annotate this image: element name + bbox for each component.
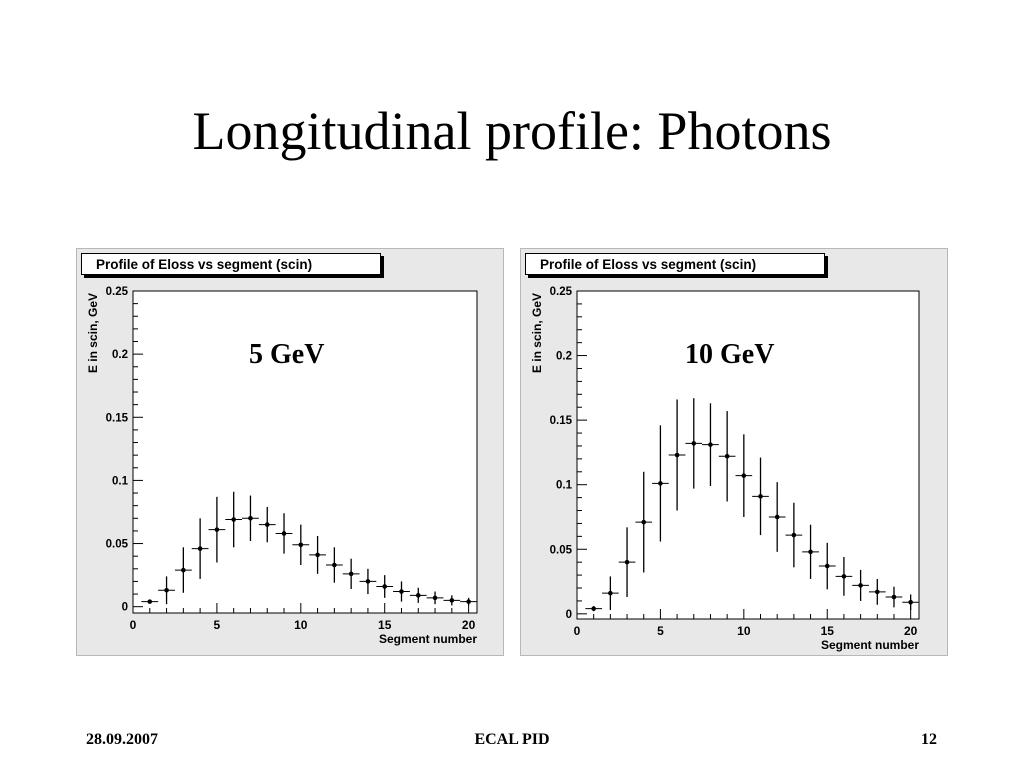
data-point [147, 599, 153, 604]
y-tick-label: 0.2 [556, 351, 572, 363]
data-point [382, 584, 388, 589]
x-tick-label: 5 [214, 618, 221, 632]
data-point [724, 453, 730, 459]
data-point [264, 522, 270, 527]
y-tick-label: 0.05 [550, 544, 573, 556]
x-axis-label: Segment number [821, 638, 919, 652]
data-point [641, 519, 647, 525]
data-point [874, 589, 880, 595]
data-point [758, 494, 763, 499]
x-axis-label: Segment number [379, 632, 477, 646]
data-point [824, 563, 830, 569]
data-point [741, 473, 747, 478]
x-tick-label: 15 [378, 618, 392, 632]
data-point [791, 532, 797, 538]
data-point [197, 546, 203, 551]
energy-label: 10 GeV [685, 339, 775, 370]
footer-date: 28.09.2007 [86, 731, 158, 748]
data-point [399, 589, 404, 594]
y-tick-label: 0.05 [106, 539, 129, 551]
data-point [858, 583, 863, 588]
y-tick-label: 0.25 [106, 286, 129, 298]
data-point [315, 552, 320, 558]
footer-page-number: 12 [921, 731, 937, 748]
data-point [608, 590, 613, 596]
y-axis-label: E in scin, GeV [530, 293, 544, 373]
data-point [415, 593, 421, 598]
data-point [432, 595, 438, 601]
data-point [674, 452, 680, 458]
x-tick-label: 15 [821, 624, 835, 638]
y-tick-label: 0.1 [112, 475, 129, 487]
data-point [891, 594, 897, 600]
data-point [214, 527, 220, 532]
data-point [466, 599, 471, 604]
x-tick-label: 10 [737, 624, 751, 638]
plot-title-box: Profile of Eloss vs segment (scin) [525, 253, 825, 275]
x-tick-label: 0 [130, 618, 137, 632]
y-tick-label: 0.15 [550, 415, 573, 427]
data-point [231, 517, 236, 522]
data-point [708, 442, 713, 447]
data-point [691, 441, 697, 446]
y-tick-label: 0.15 [106, 412, 129, 424]
slide-title: Longitudinal profile: Photons [192, 101, 832, 161]
y-axis-label: E in scin, GeV [86, 293, 100, 373]
x-tick-label: 10 [294, 618, 308, 632]
data-point [348, 571, 354, 577]
plot-frame [132, 290, 478, 614]
data-point [164, 587, 169, 593]
energy-label: 5 GeV [249, 339, 325, 370]
x-tick-label: 5 [657, 624, 664, 638]
data-point [248, 515, 253, 521]
data-point [591, 606, 596, 611]
y-tick-label: 0.25 [550, 286, 573, 298]
plot-panel-5gev: 0 0.05 0.1 0.15 0.2 0.25 0 5 10 15 20 Segment numbe… [76, 248, 504, 656]
data-point [365, 579, 371, 584]
plot-title-box: Profile of Eloss vs segment (scin) [81, 253, 381, 275]
plot-panel-10gev: 0 0.05 0.1 0.15 0.2 0.25 0 5 10 15 20 Segment numbe… [520, 248, 948, 656]
data-point [841, 574, 847, 579]
data-point [624, 559, 630, 565]
x-tick-label: 0 [574, 624, 581, 638]
data-point [298, 542, 304, 548]
data-point [908, 599, 913, 605]
y-tick-label: 0.1 [556, 480, 573, 492]
data-point [774, 514, 780, 520]
y-tick-label: 0.2 [112, 349, 128, 361]
footer-title: ECAL PID [474, 731, 550, 748]
data-point [281, 531, 287, 536]
data-point [449, 598, 455, 603]
y-tick-label: 0 [566, 609, 572, 621]
data-point [808, 549, 813, 555]
data-point [332, 562, 337, 568]
data-point [181, 567, 186, 573]
x-tick-label: 20 [462, 618, 476, 632]
y-tick-label: 0 [122, 602, 128, 614]
plot-frame [576, 290, 920, 620]
x-tick-label: 20 [904, 624, 918, 638]
data-point [658, 481, 663, 486]
